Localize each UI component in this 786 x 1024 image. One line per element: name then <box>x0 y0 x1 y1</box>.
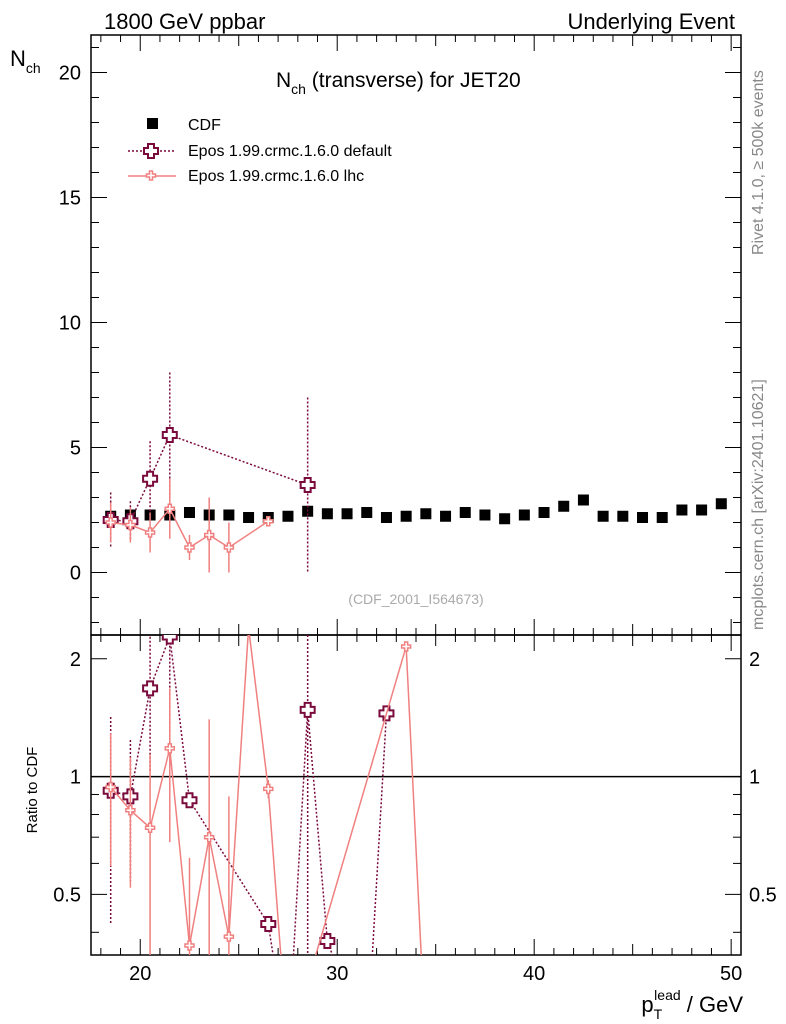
legend-label-cdf: CDF <box>188 117 221 134</box>
ratio-tick-label-right: 0.5 <box>749 884 777 906</box>
cdf-point <box>577 494 589 506</box>
ratio-point-lhc <box>105 781 116 793</box>
x-axis-label: pTlead / GeV <box>641 987 743 1022</box>
y-tick-label: 15 <box>59 188 81 210</box>
series-point-default <box>299 477 316 493</box>
cdf-point <box>223 509 235 521</box>
cdf-point <box>676 504 688 516</box>
legend: CDF Epos 1.99.crmc.1.6.0 default Epos 1.… <box>128 117 392 185</box>
legend-marker-lhc <box>145 170 157 181</box>
ratio-tick-label: 0.5 <box>53 884 81 906</box>
ratio-y-axis-label: Ratio to CDF <box>24 747 41 834</box>
plot-title: Nch (transverse) for JET20 <box>276 69 521 97</box>
series-point-lhc <box>105 517 116 528</box>
ratio-plot-data <box>91 635 741 955</box>
cdf-point <box>341 508 353 520</box>
legend-marker-default <box>143 143 159 159</box>
x-tick-label: 50 <box>720 963 742 985</box>
y-tick-label: 5 <box>70 438 81 460</box>
series-point-lhc <box>125 519 136 531</box>
cdf-point <box>459 507 471 518</box>
cdf-point <box>715 498 727 510</box>
ratio-point-lhc <box>263 783 274 795</box>
header-underlying-event: Underlying Event <box>567 9 735 34</box>
legend-marker-cdf <box>147 118 158 129</box>
mcplots-label: mcplots.cern.ch [arXiv:2401.10621] <box>750 379 767 630</box>
ratio-point-lhc <box>184 940 195 951</box>
y-tick-label: 10 <box>59 313 81 335</box>
cdf-point <box>558 500 570 512</box>
y-axis-label: Nch <box>10 46 41 76</box>
x-tick-label: 20 <box>129 963 151 985</box>
series-point-lhc <box>164 503 176 514</box>
series-point-lhc <box>263 516 274 527</box>
series-point-default <box>161 427 178 443</box>
main-plot-data <box>102 372 727 573</box>
ratio-point-default <box>161 635 178 645</box>
cdf-point <box>400 510 412 522</box>
series-point-lhc <box>184 542 195 553</box>
cdf-point <box>479 509 491 521</box>
ratio-tick-label-right: 1 <box>749 767 760 789</box>
ratio-tick-label-right: 2 <box>749 649 760 671</box>
ratio-tick-label: 1 <box>70 767 81 789</box>
series-point-lhc <box>203 529 215 541</box>
series-point-lhc <box>144 527 156 538</box>
ratio-point-lhc <box>400 641 412 652</box>
cdf-point <box>637 512 649 523</box>
rivet-version-label: Rivet 4.1.0, ≥ 500k events <box>750 70 767 255</box>
series-point-lhc <box>223 542 235 553</box>
cdf-point <box>440 510 452 522</box>
ratio-point-lhc <box>164 743 176 754</box>
ratio-point-lhc <box>144 822 156 833</box>
cdf-point <box>321 508 333 520</box>
ratio-point-default <box>142 680 159 697</box>
x-tick-label: 40 <box>523 963 545 985</box>
ratio-tick-label: 2 <box>70 649 81 671</box>
y-tick-label: 0 <box>70 563 81 585</box>
cdf-point <box>696 504 708 516</box>
cdf-point <box>597 510 609 522</box>
cdf-point <box>282 510 294 522</box>
cdf-point <box>183 507 195 518</box>
cdf-point <box>538 507 550 518</box>
ratio-point-lhc <box>125 805 136 816</box>
ratio-point-default <box>260 916 277 933</box>
cdf-point <box>617 510 629 522</box>
cdf-point <box>420 508 432 520</box>
cdf-point <box>361 507 373 518</box>
ratio-line-lhc <box>110 635 422 955</box>
x-tick-label: 30 <box>326 963 348 985</box>
legend-label-lhc: Epos 1.99.crmc.1.6.0 lhc <box>188 168 364 185</box>
ratio-point-lhc <box>223 931 235 942</box>
ratio-point-default <box>299 701 316 718</box>
cdf-point <box>380 512 392 523</box>
series-point-default <box>142 470 159 487</box>
cdf-point <box>656 512 668 523</box>
legend-label-default: Epos 1.99.crmc.1.6.0 default <box>188 143 392 160</box>
cdf-point <box>499 513 511 525</box>
axis-tick-labels: 20 30 40 50 0 5 10 15 20 0.5 0.5 1 1 2 2 <box>53 63 777 986</box>
ratio-point-default <box>319 933 336 950</box>
cdf-point <box>243 512 255 523</box>
analysis-id: (CDF_2001_I564673) <box>348 591 483 607</box>
ratio-point-lhc <box>203 831 215 843</box>
cdf-point <box>518 509 530 521</box>
ratio-point-default <box>181 792 198 809</box>
header-energy: 1800 GeV ppbar <box>104 9 265 34</box>
y-tick-label: 20 <box>59 63 81 85</box>
